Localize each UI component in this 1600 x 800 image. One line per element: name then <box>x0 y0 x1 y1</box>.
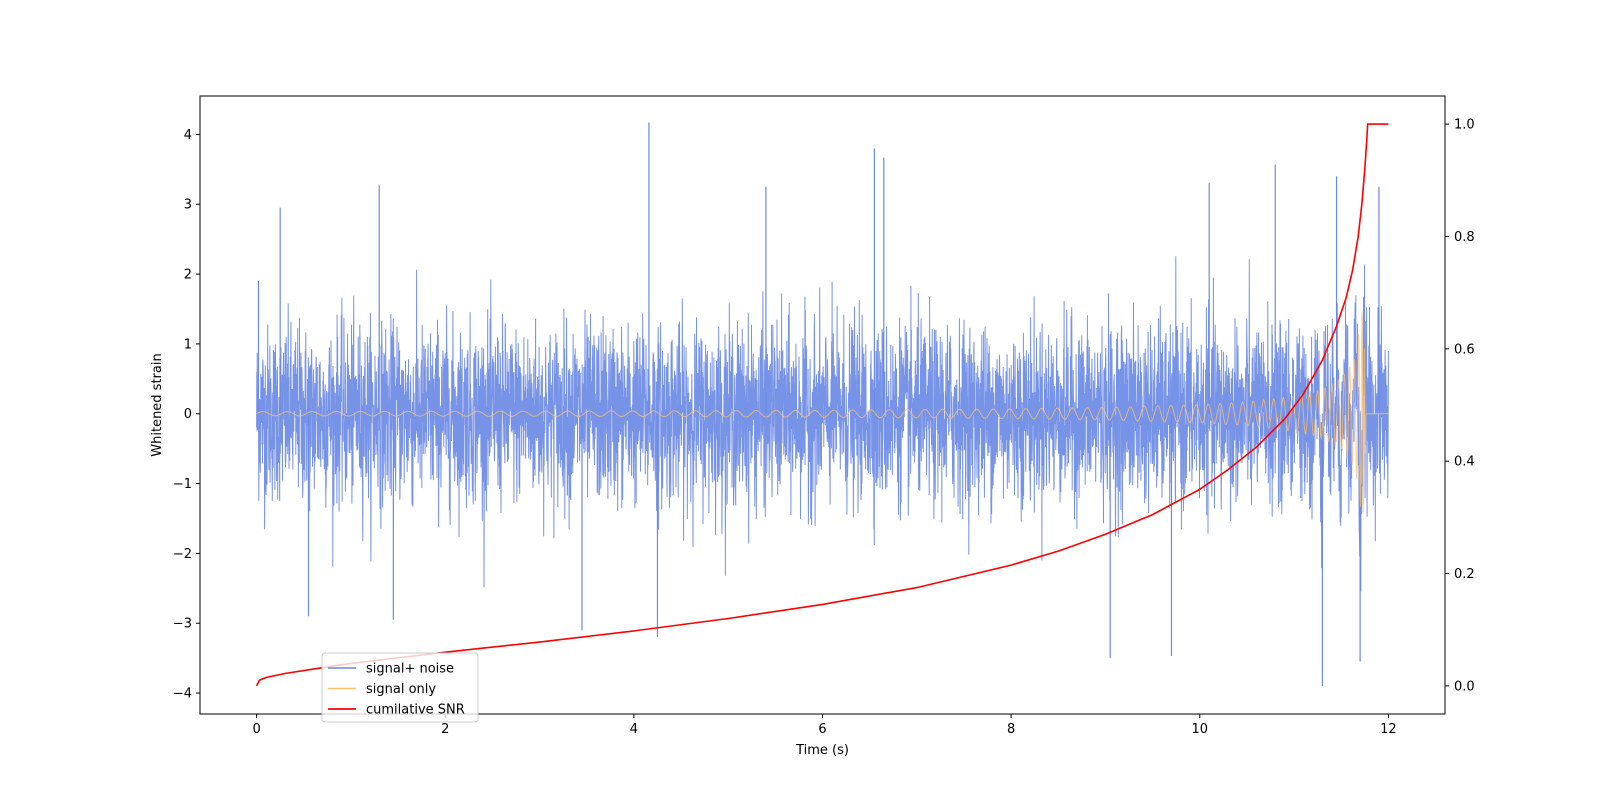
y-tick-label: 3 <box>184 198 192 213</box>
y-tick-label: 4 <box>184 128 192 143</box>
x-tick-label: 6 <box>818 722 826 737</box>
x-tick-label: 2 <box>441 722 449 737</box>
y-tick-label: 1 <box>184 337 192 352</box>
y2-tick-label: 0.0 <box>1454 679 1475 694</box>
y-tick-label: −4 <box>173 687 192 702</box>
x-tick-label: 8 <box>1007 722 1015 737</box>
legend: signal+ noise signal only cumilative SNR <box>321 652 479 723</box>
y-tick-label: −1 <box>173 477 192 492</box>
legend-label: signal+ noise <box>366 662 454 677</box>
y-tick-label: −2 <box>173 547 192 562</box>
y2-tick-label: 0.6 <box>1454 342 1475 357</box>
y-axis-label: Whitened strain <box>150 353 165 456</box>
x-tick-label: 10 <box>1191 722 1208 737</box>
y-tick-label: 0 <box>184 407 192 422</box>
legend-label: signal only <box>366 682 436 697</box>
y-tick-label: −3 <box>173 617 192 632</box>
x-axis-label: Time (s) <box>795 743 849 758</box>
y2-tick-label: 0.8 <box>1454 230 1475 245</box>
y2-tick-label: 0.4 <box>1454 455 1475 470</box>
y-tick-label: 2 <box>184 268 192 283</box>
series-signal-only-line <box>256 311 1389 513</box>
plot-area <box>255 122 1389 687</box>
x-tick-label: 12 <box>1380 722 1397 737</box>
y2-tick-label: 0.2 <box>1454 567 1475 582</box>
legend-label: cumilative SNR <box>366 703 465 718</box>
series-signal-noise-line <box>256 256 1389 592</box>
y2-tick-label: 1.0 <box>1454 118 1475 133</box>
x-tick-label: 4 <box>630 722 638 737</box>
x-tick-label: 0 <box>252 722 260 737</box>
